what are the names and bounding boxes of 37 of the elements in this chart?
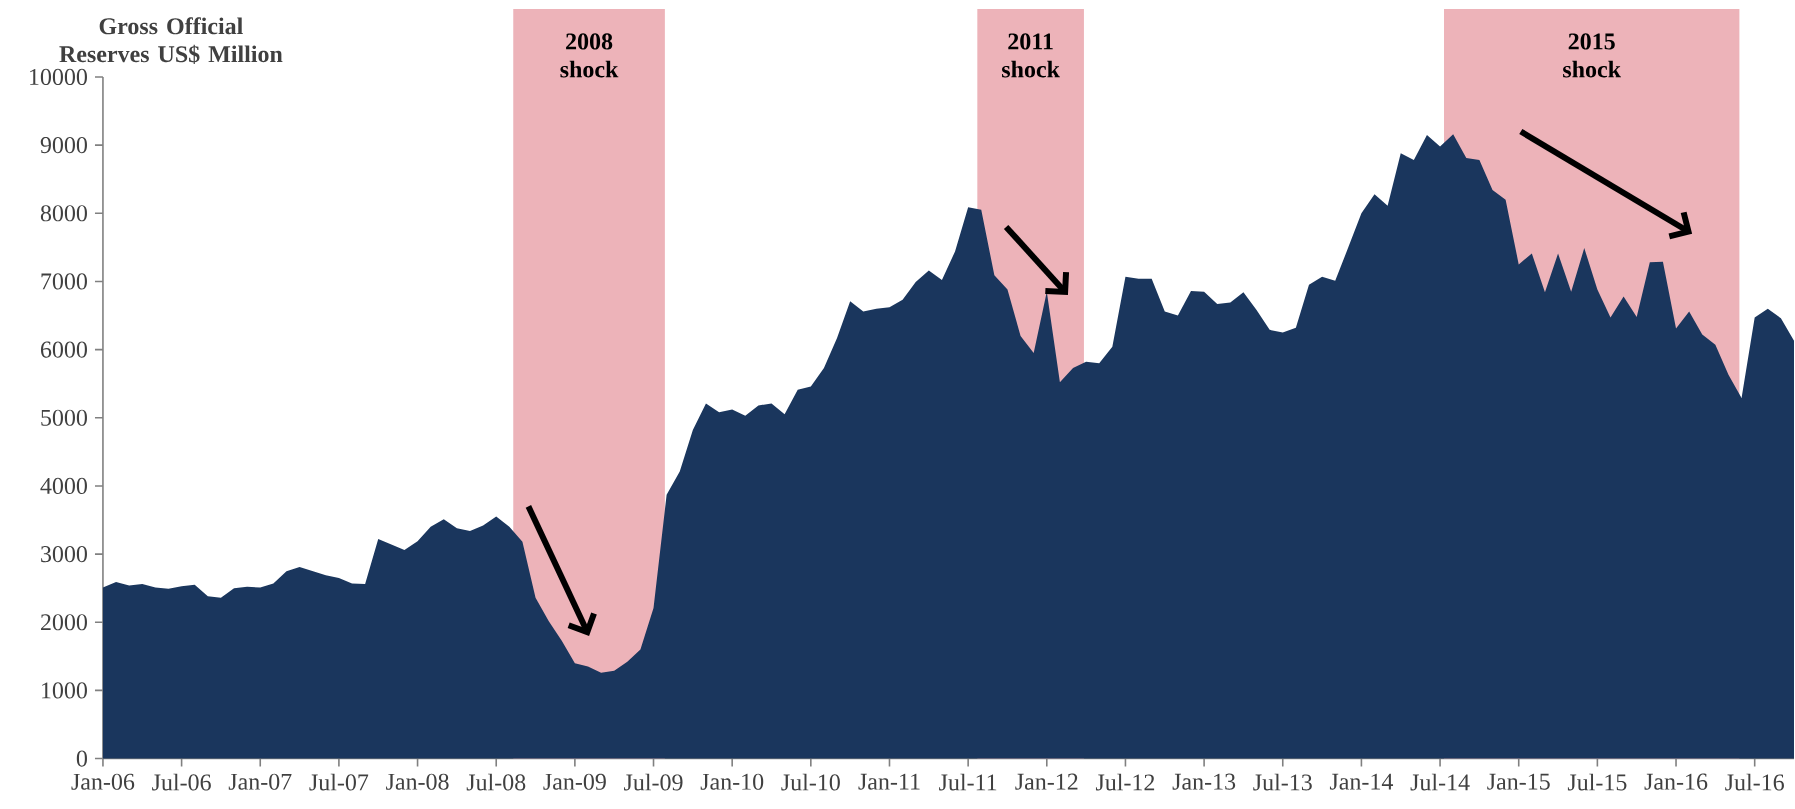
x-tick-label: Jul-16 xyxy=(1725,773,1784,791)
x-tick-label: Jan-14 xyxy=(1329,773,1394,790)
x-tick-label: Jan-15 xyxy=(1487,773,1550,790)
y-tick-label: 2000 xyxy=(41,614,87,631)
x-tick-label: Jan-16 xyxy=(1644,773,1708,790)
y-axis-title: Gross Official Reserves US$ Million xyxy=(59,17,283,65)
x-tick-label: Jan-06 xyxy=(71,773,135,791)
x-tick-label: Jul-06 xyxy=(152,773,211,791)
band-label: 2015 shock xyxy=(1563,33,1621,78)
x-tick-label: Jul-14 xyxy=(1410,773,1470,791)
y-tick-label: 9000 xyxy=(40,137,87,154)
y-tick-label: 10000 xyxy=(30,69,87,86)
band-label: 2011 shock xyxy=(1002,33,1060,78)
x-tick-label: Jul-08 xyxy=(466,773,526,791)
x-tick-label: Jul-12 xyxy=(1095,773,1155,791)
x-tick-label: Jan-08 xyxy=(386,773,449,791)
y-tick-label: 4000 xyxy=(40,478,87,495)
x-tick-label: Jul-10 xyxy=(781,773,840,791)
y-tick-label: 5000 xyxy=(41,409,87,427)
x-tick-label: Jul-07 xyxy=(309,773,369,791)
y-tick-label: 1000 xyxy=(42,682,87,699)
x-tick-label: Jan-07 xyxy=(228,773,292,791)
x-tick-label: Jan-11 xyxy=(858,773,920,790)
y-tick-label: 8000 xyxy=(40,205,87,222)
y-tick-label: 3000 xyxy=(41,546,87,563)
x-tick-label: Jul-15 xyxy=(1567,773,1627,791)
x-tick-label: Jan-12 xyxy=(1015,773,1078,790)
x-tick-label: Jul-11 xyxy=(939,773,997,791)
x-tick-label: Jul-09 xyxy=(624,773,683,791)
x-tick-label: Jan-10 xyxy=(700,773,764,791)
x-tick-label: Jan-09 xyxy=(543,773,606,791)
y-tick-label: 0 xyxy=(76,750,87,767)
band-label: 2008 shock xyxy=(560,33,619,78)
x-tick-label: Jul-13 xyxy=(1253,773,1312,791)
y-tick-label: 7000 xyxy=(41,273,87,290)
x-tick-label: Jan-13 xyxy=(1172,773,1236,790)
y-tick-label: 6000 xyxy=(40,341,87,358)
